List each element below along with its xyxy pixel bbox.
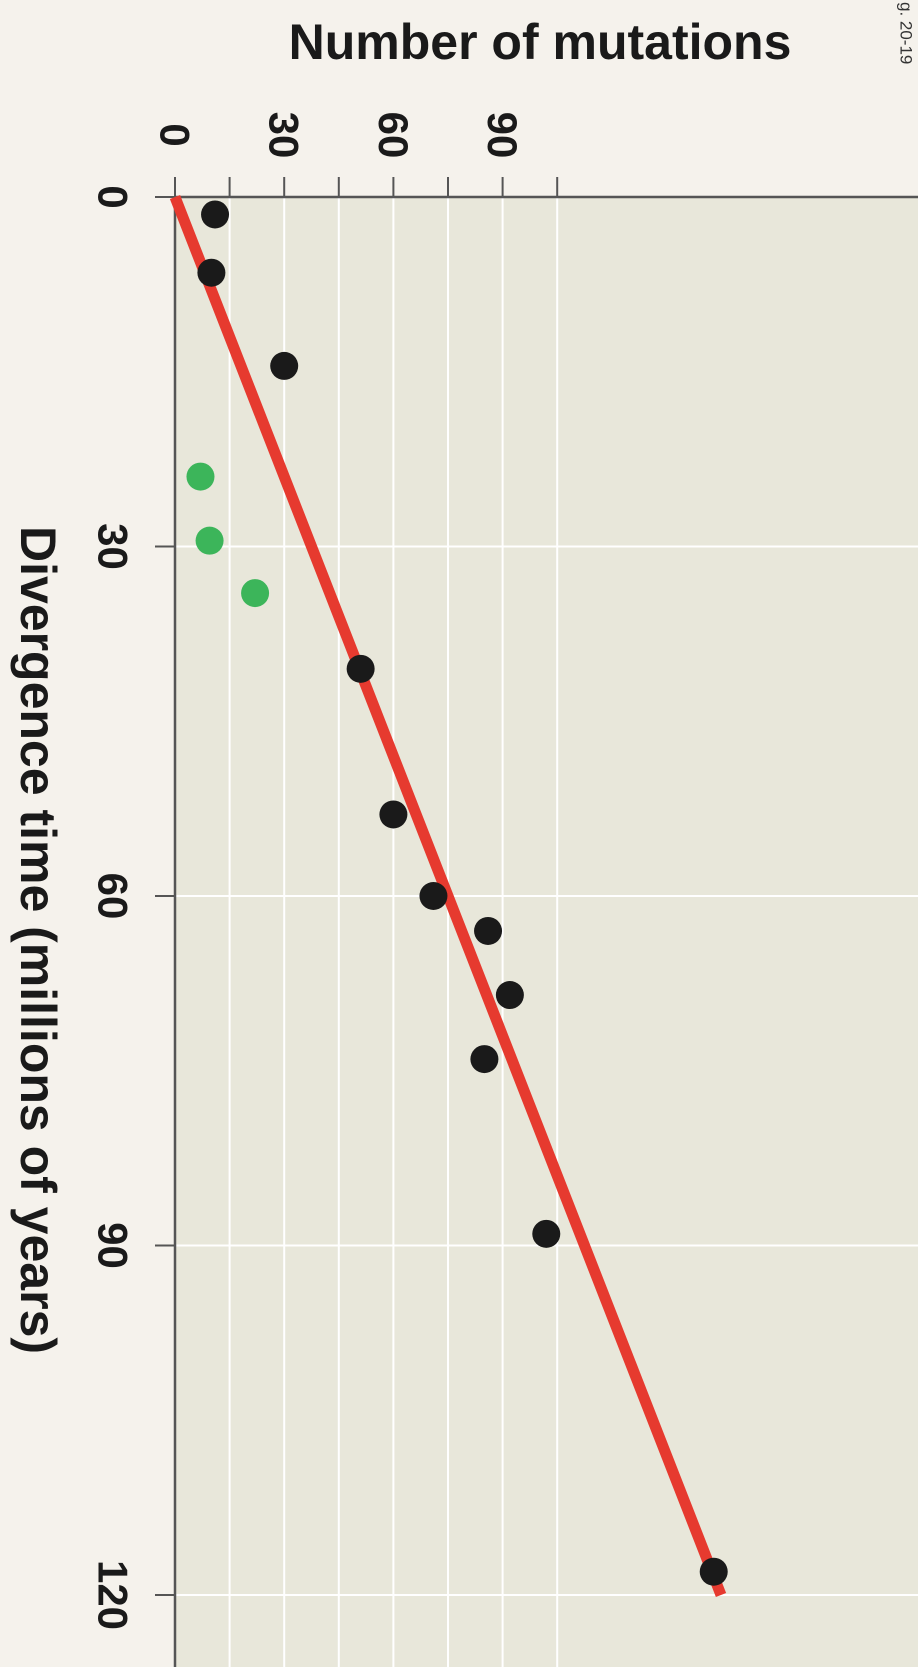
black-data-point <box>495 981 524 1010</box>
axes <box>155 177 918 1667</box>
green-data-point <box>195 526 224 555</box>
x-tick-label: 120 <box>90 1560 137 1630</box>
figure-reference: g. 20-19 <box>897 2 916 64</box>
black-data-point <box>270 351 299 380</box>
black-data-point <box>379 800 408 829</box>
tick-labels: 0 30 60 90 120 0 30 60 90 <box>90 112 527 1630</box>
x-axis-label: Divergence time (millions of years) <box>10 526 66 1354</box>
fit-line <box>169 194 727 1598</box>
grid-lines <box>175 197 918 1667</box>
black-data-point <box>201 200 230 229</box>
fit-line-layer <box>169 194 727 1598</box>
x-tick-label: 90 <box>90 1222 137 1269</box>
green-data-point <box>241 579 270 608</box>
plot-area <box>175 197 918 1667</box>
data-points <box>186 200 728 1586</box>
black-data-point <box>699 1557 728 1586</box>
green-data-point <box>186 462 215 491</box>
y-axis-label: Number of mutations <box>289 14 792 70</box>
y-tick-label: 30 <box>261 112 308 159</box>
x-tick-label: 30 <box>90 523 137 570</box>
x-tick-label: 0 <box>90 185 137 208</box>
black-data-point <box>532 1219 561 1248</box>
y-tick-label: 60 <box>370 112 417 159</box>
black-data-point <box>346 654 375 683</box>
x-tick-label: 60 <box>90 873 137 920</box>
y-tick-label: 90 <box>479 112 526 159</box>
black-data-point <box>419 882 448 910</box>
black-data-point <box>474 916 503 945</box>
y-tick-label: 0 <box>152 123 199 146</box>
black-data-point <box>197 258 226 287</box>
black-data-point <box>470 1045 499 1074</box>
